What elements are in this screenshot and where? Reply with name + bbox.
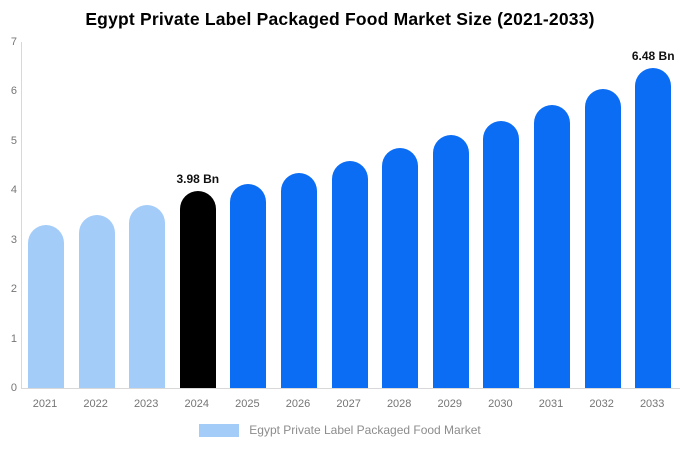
bar-2023[interactable]: [129, 205, 166, 388]
x-tick-2023: 2023: [133, 398, 159, 410]
bar-2024[interactable]: [179, 191, 216, 388]
y-tick-6: 6: [10, 85, 17, 98]
x-tick-2032: 2032: [589, 398, 614, 410]
y-tick-7: 7: [10, 36, 17, 48]
value-label-2033: 6.48 Bn: [631, 48, 675, 63]
x-tick-2030: 2030: [488, 398, 513, 410]
x-tick-2025: 2025: [235, 398, 260, 410]
x-tick-2024: 2024: [184, 398, 210, 410]
legend[interactable]: Egypt Private Label Packaged Food Market: [0, 423, 680, 437]
x-tick-2029: 2029: [437, 398, 463, 410]
x-tick-2027: 2027: [336, 398, 361, 410]
x-tick-2022: 2022: [83, 398, 108, 410]
y-tick-0: 0: [10, 382, 17, 394]
bar-2021[interactable]: [28, 224, 64, 388]
y-tick-1: 1: [10, 332, 17, 345]
x-tick-2028: 2028: [386, 398, 412, 410]
bar-2033[interactable]: [635, 67, 672, 388]
bar-2025[interactable]: [230, 184, 267, 388]
bar-2029[interactable]: [432, 134, 469, 388]
legend-label: Egypt Private Label Packaged Food Market: [249, 423, 481, 437]
y-tick-3: 3: [10, 233, 17, 246]
x-tick-2033: 2033: [639, 398, 665, 410]
x-tick-2026: 2026: [285, 398, 311, 410]
bar-2022[interactable]: [78, 215, 115, 388]
y-tick-2: 2: [10, 283, 17, 296]
bar-2028[interactable]: [382, 148, 419, 388]
plot-area: 3.98 Bn 6.48 Bn: [21, 42, 680, 389]
x-tick-2031: 2031: [538, 398, 564, 410]
chart-title: Egypt Private Label Packaged Food Market…: [85, 9, 595, 29]
y-tick-4: 4: [10, 184, 17, 197]
value-label-2024: 3.98 Bn: [176, 172, 220, 187]
bar-2032[interactable]: [584, 88, 621, 388]
x-tick-2021: 2021: [32, 398, 58, 410]
bar-2031[interactable]: [534, 104, 570, 388]
legend-swatch: [199, 423, 240, 437]
bar-2027[interactable]: [331, 160, 368, 388]
y-tick-5: 5: [10, 134, 17, 147]
bar-2026[interactable]: [281, 173, 317, 388]
bar-2030[interactable]: [483, 121, 520, 388]
